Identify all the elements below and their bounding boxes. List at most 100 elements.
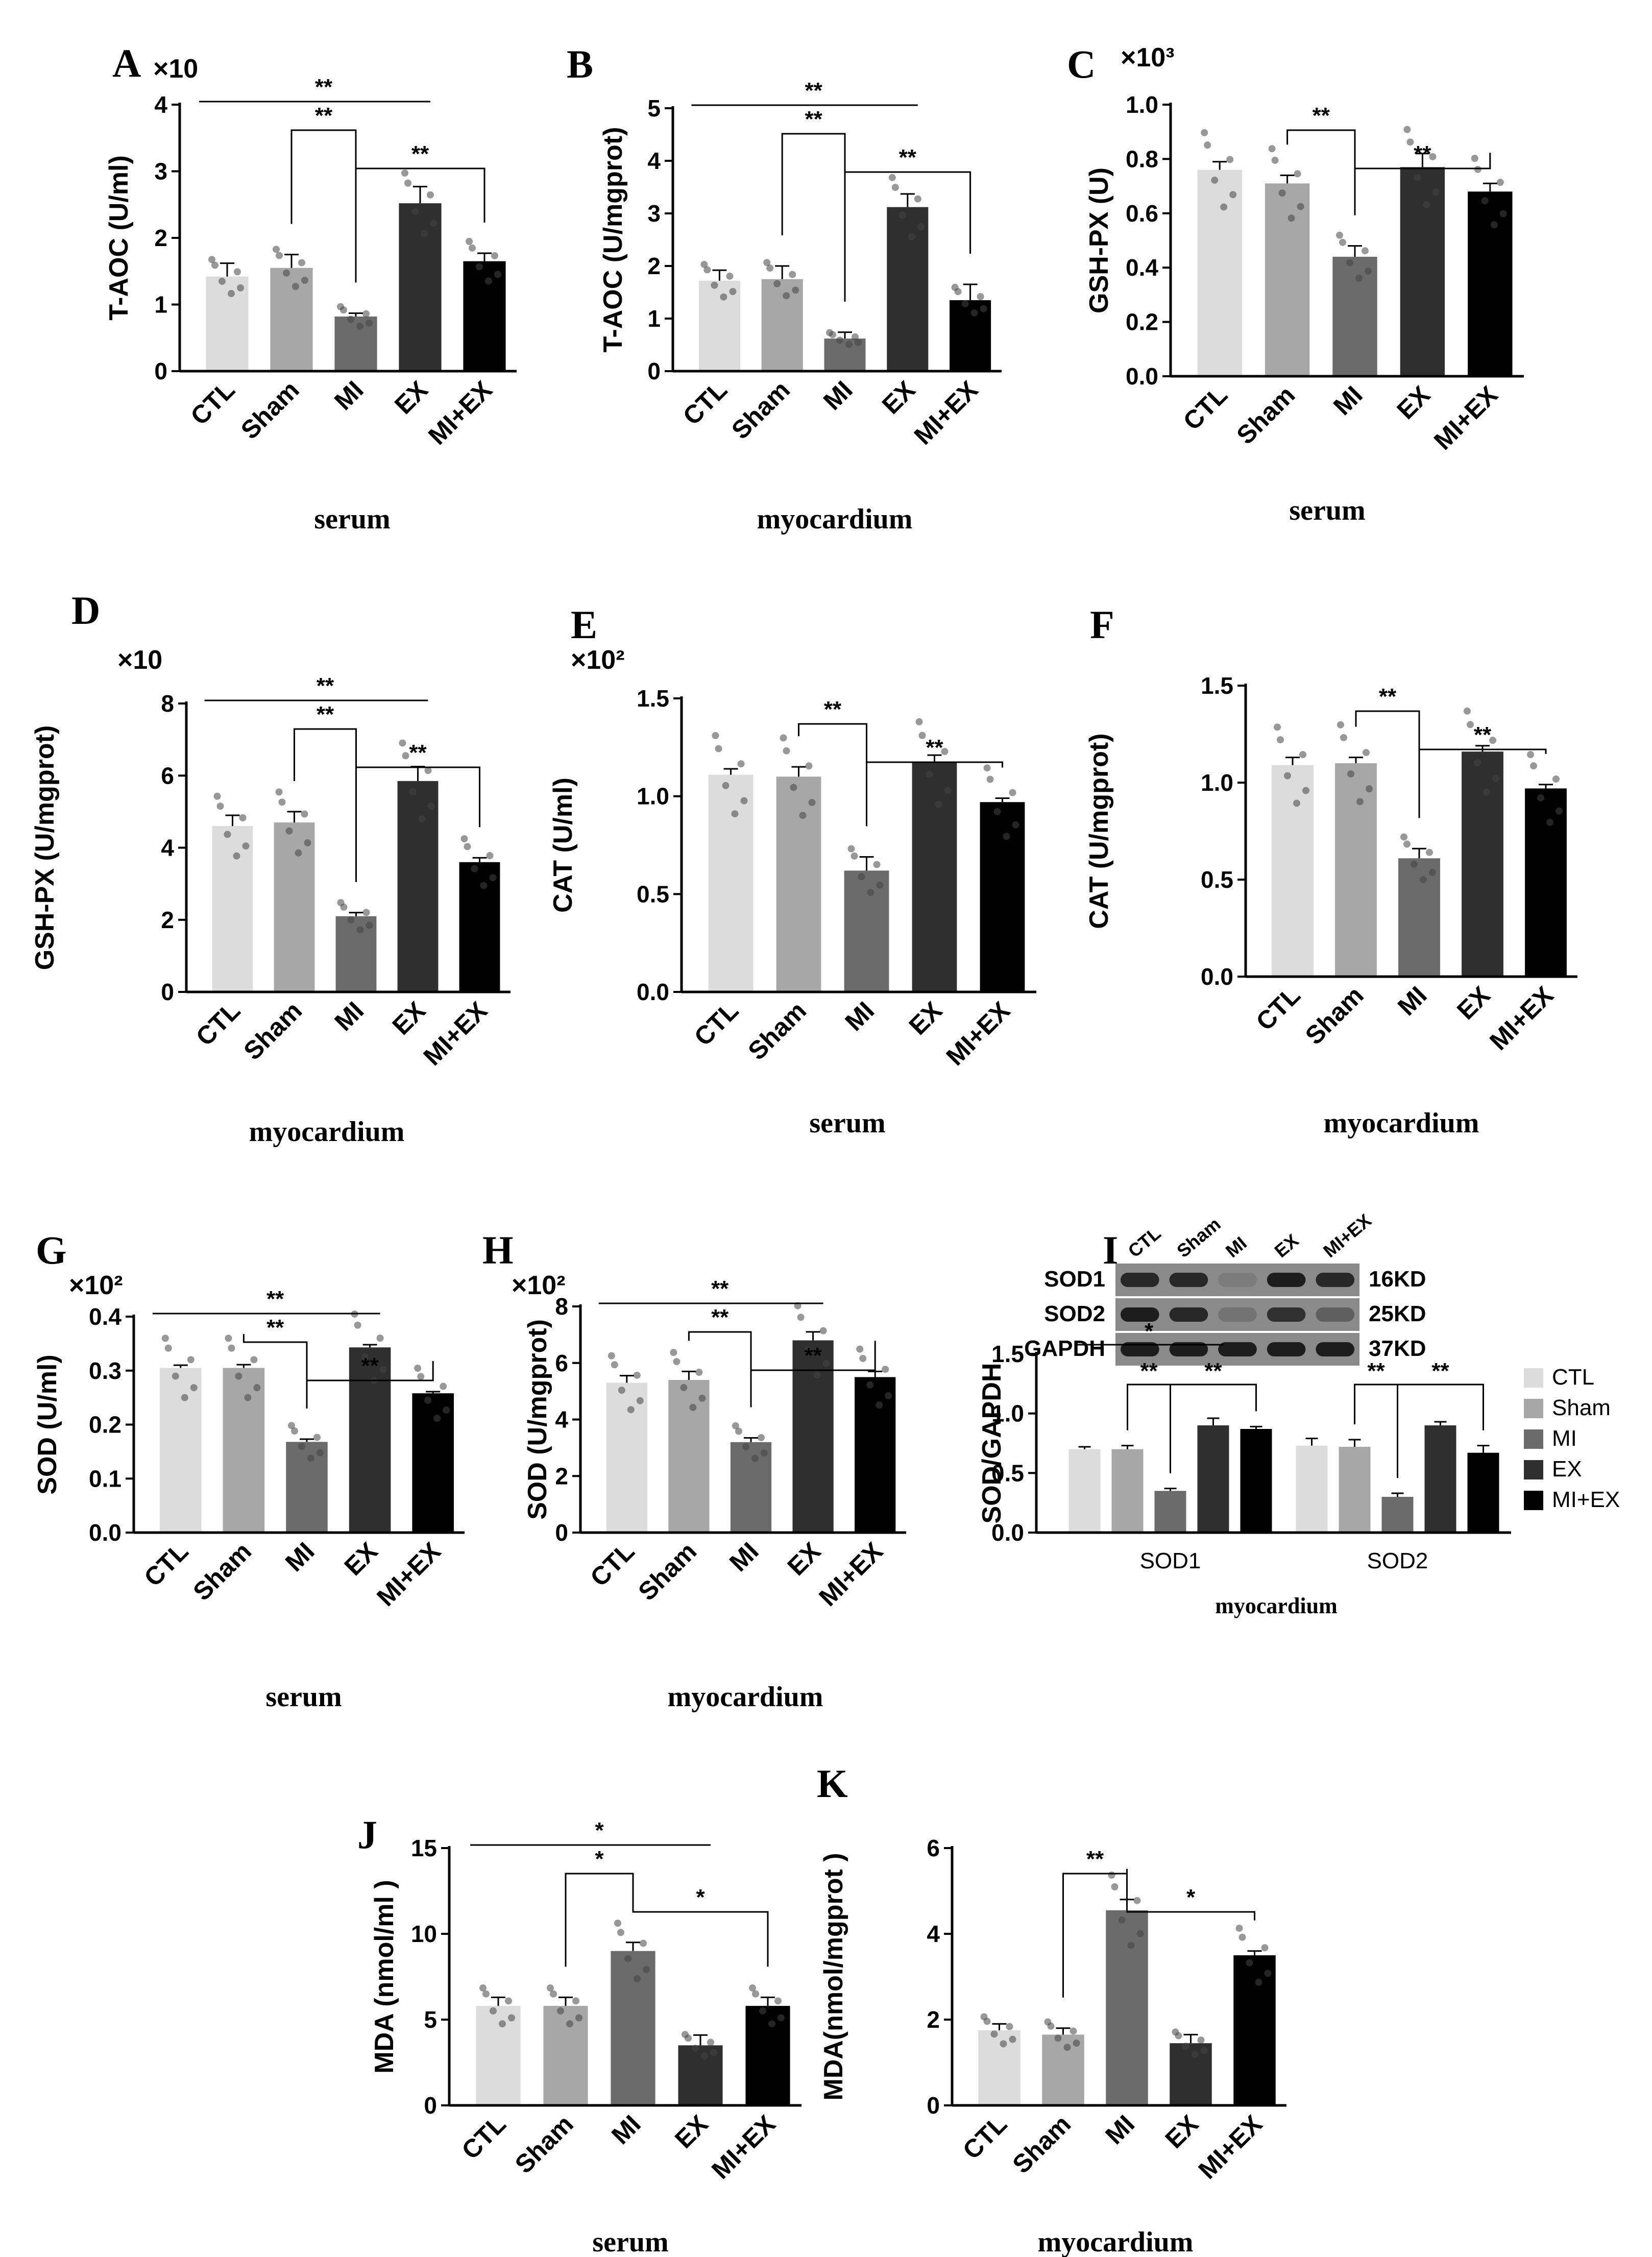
y-tick-label-D: 8 (161, 690, 174, 717)
x-category-label-F: CTL (1250, 981, 1305, 1036)
x-category-label-E: MI (839, 996, 880, 1036)
y-tick-label-J: 10 (411, 1921, 437, 1947)
data-point-E (722, 782, 730, 789)
data-point-J (566, 2020, 573, 2028)
data-point-J (749, 1984, 756, 1992)
data-point-A (491, 252, 498, 259)
y-tick-label-E: 0.0 (637, 979, 669, 1005)
y-tick-label-B: 0 (647, 358, 661, 384)
data-point-K (1073, 2040, 1080, 2047)
x-category-label-F: MI (1392, 981, 1432, 1021)
data-point-E (790, 784, 797, 791)
sample-label-J: serum (592, 2226, 668, 2257)
legend-swatch-Sham (1524, 1399, 1543, 1418)
significance-bracket-I (1397, 1384, 1484, 1478)
data-point-B (700, 260, 708, 268)
significance-bracket-F (1418, 748, 1547, 818)
data-point-C (1226, 156, 1234, 163)
y-axis-label-F: CAT (U/mgprot) (1084, 733, 1114, 929)
data-point-J (774, 1997, 782, 2005)
data-point-K (1006, 2023, 1013, 2030)
data-point-A (411, 208, 419, 215)
bar-E-EX (912, 763, 957, 992)
data-point-A (208, 256, 215, 263)
data-point-G (317, 1449, 324, 1457)
data-point-B (789, 271, 796, 278)
data-point-D (460, 835, 468, 842)
blot-band (1316, 1342, 1354, 1356)
y-tick-label-K: 2 (927, 2006, 940, 2033)
data-point-A (494, 271, 501, 278)
y-tick-label-A: 2 (154, 225, 167, 251)
significance-bracket-B (844, 171, 971, 302)
bar-G-MI (286, 1442, 328, 1533)
y-axis-label-E: CAT (U/ml) (548, 778, 578, 913)
data-point-K (1009, 2035, 1016, 2043)
data-point-C (1204, 141, 1211, 149)
data-point-B (826, 329, 833, 336)
data-point-F (1274, 723, 1281, 731)
data-point-H (866, 1381, 874, 1389)
legend-label-CTL: CTL (1552, 1365, 1594, 1390)
data-point-D (489, 874, 497, 882)
blot-band (1316, 1307, 1354, 1322)
y-tick-label-D: 4 (161, 835, 174, 861)
panel-letter-D: D (71, 588, 100, 633)
data-point-J (643, 1965, 650, 1973)
data-point-D (337, 899, 345, 906)
blot-band (1267, 1307, 1306, 1322)
y-axis-label-D: GSH-PX (U/mgprot) (30, 725, 60, 970)
data-point-F (1284, 772, 1291, 780)
data-point-F (1556, 807, 1563, 815)
y-axis-label-H: SOD (U/mgprot) (523, 1319, 552, 1520)
data-point-G (417, 1373, 425, 1380)
data-point-D (362, 909, 370, 916)
data-point-E (941, 748, 949, 756)
bar-H-MI (730, 1442, 772, 1533)
data-point-A (366, 319, 373, 327)
data-point-G (313, 1434, 321, 1441)
data-point-G (376, 1334, 384, 1342)
data-point-K (1070, 2027, 1077, 2035)
data-point-D (295, 849, 302, 857)
x-category-label-E: EX (904, 996, 948, 1040)
data-point-B (711, 281, 718, 289)
data-point-C (1346, 259, 1353, 266)
y-tick-label-G: 0.1 (89, 1465, 122, 1492)
y-tick-label-A: 3 (154, 158, 167, 185)
data-point-B (703, 266, 711, 274)
x-category-label-K: CTL (957, 2109, 1012, 2165)
bar-A-EX (399, 203, 442, 371)
sample-label-B: myocardium (757, 503, 913, 535)
data-point-C (1294, 170, 1301, 178)
data-point-F (1347, 770, 1354, 778)
bar-F-EX (1462, 751, 1503, 977)
bar-D-EX (397, 781, 439, 992)
x-category-label-B: MI (818, 375, 858, 416)
blot-protein-label: SOD2 (1044, 1301, 1105, 1326)
y-tick-label-H: 6 (555, 1350, 568, 1376)
data-point-D (409, 788, 417, 795)
x-category-label-D: MI (329, 996, 369, 1036)
data-point-G (291, 1427, 298, 1435)
data-point-F (1420, 876, 1427, 883)
x-category-label-F: Sham (1300, 981, 1369, 1050)
x-category-label-E: MI+EX (941, 996, 1016, 1071)
x-group-label-I: SOD2 (1367, 1548, 1428, 1573)
data-point-F (1464, 707, 1471, 715)
data-point-D (399, 739, 406, 747)
x-category-label-J: EX (669, 2109, 714, 2154)
x-category-label-B: MI+EX (909, 375, 984, 450)
data-point-A (234, 268, 241, 276)
data-point-H (695, 1369, 703, 1376)
x-category-label-D: CTL (190, 996, 246, 1051)
data-point-K (1044, 2018, 1052, 2026)
data-point-G (228, 1344, 235, 1352)
data-point-C (1211, 176, 1219, 184)
data-point-K (1133, 1897, 1141, 1904)
data-point-H (758, 1434, 765, 1441)
bar-C-MI+EX (1468, 191, 1513, 376)
bar-I-SOD1-MI+EX (1240, 1429, 1272, 1533)
